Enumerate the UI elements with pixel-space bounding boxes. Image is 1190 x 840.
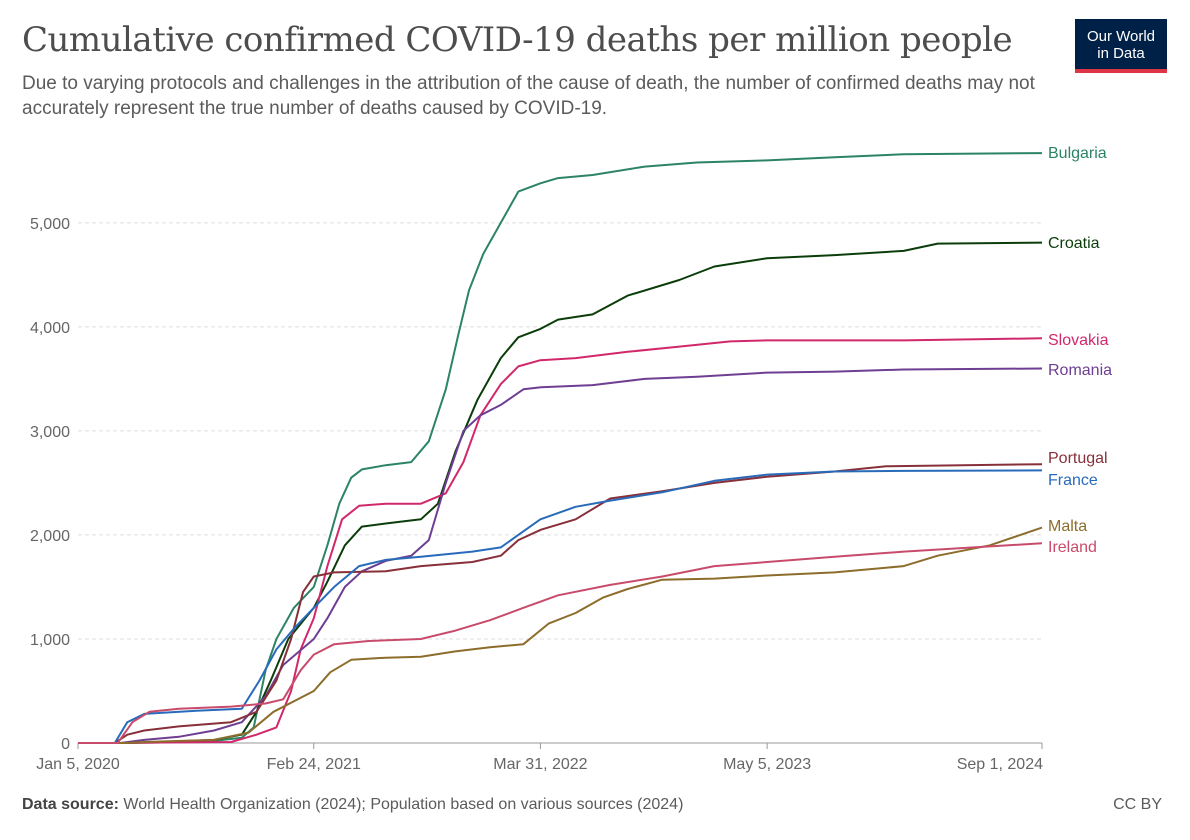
- series-label-ireland: Ireland: [1048, 539, 1097, 556]
- line-chart: 0 1,000 2,000 3,000 4,000 5,000 Jan 5, 2020 Feb…: [30, 145, 1112, 773]
- y-tick-label: 1,000: [30, 632, 70, 649]
- x-tick-label: Jan 5, 2020: [36, 756, 120, 773]
- x-tick-label: Sep 1, 2024: [957, 756, 1043, 773]
- series-line-ireland: [78, 542, 1043, 744]
- license-link[interactable]: CC BY: [1113, 796, 1162, 813]
- series-label-croatia: Croatia: [1048, 235, 1100, 252]
- series-label-malta: Malta: [1048, 518, 1087, 535]
- series-label-portugal: Portugal: [1048, 450, 1108, 467]
- logo-line-2: in Data: [1097, 45, 1145, 62]
- series-line-romania: [78, 367, 1043, 744]
- y-tick-label: 4,000: [30, 320, 70, 337]
- y-tick-label: 5,000: [30, 216, 70, 233]
- series-line-france: [78, 469, 1043, 744]
- y-tick-label: 3,000: [30, 424, 70, 441]
- series-line-slovakia: [78, 337, 1043, 744]
- logo-line-1: Our World: [1086, 28, 1156, 45]
- series-line-croatia: [78, 241, 1043, 744]
- data-source: Data source: World Health Organization (…: [22, 796, 683, 814]
- owid-logo[interactable]: Our World in Data: [1075, 19, 1167, 73]
- series-label-france: France: [1048, 472, 1098, 489]
- data-source-label: Data source:: [22, 796, 119, 813]
- data-source-text: World Health Organization (2024); Popula…: [123, 796, 684, 813]
- chart-subtitle: Due to varying protocols and challenges …: [22, 73, 1035, 119]
- series-label-romania: Romania: [1048, 362, 1112, 379]
- series-line-portugal: [78, 463, 1043, 744]
- y-tick-label: 0: [61, 736, 70, 753]
- series-label-bulgaria: Bulgaria: [1048, 145, 1107, 162]
- series-line-bulgaria: [78, 152, 1043, 744]
- x-tick-label: May 5, 2023: [723, 756, 811, 773]
- x-tick-label: Mar 31, 2022: [493, 756, 587, 773]
- x-tick-label: Feb 24, 2021: [267, 756, 361, 773]
- y-tick-label: 2,000: [30, 528, 70, 545]
- series-line-malta: [78, 526, 1043, 744]
- series-label-slovakia: Slovakia: [1048, 332, 1109, 349]
- chart-title: Cumulative confirmed COVID-19 deaths per…: [22, 20, 1013, 60]
